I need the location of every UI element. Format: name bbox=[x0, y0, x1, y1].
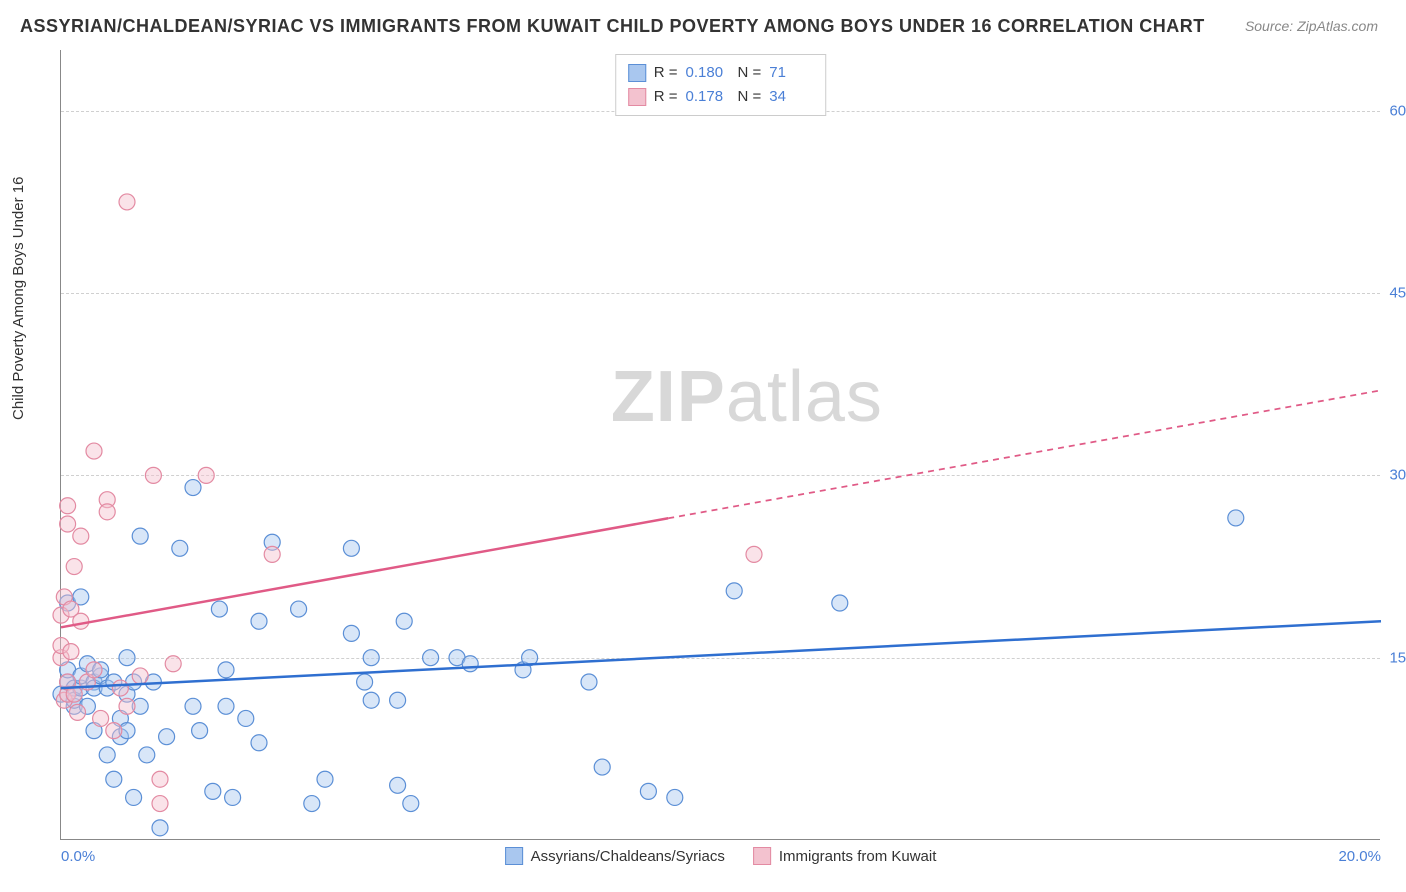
scatter-point bbox=[218, 698, 234, 714]
legend-swatch-0 bbox=[628, 64, 646, 82]
legend-r-value-0: 0.180 bbox=[686, 61, 730, 85]
scatter-point bbox=[390, 777, 406, 793]
legend-item-1: Immigrants from Kuwait bbox=[753, 847, 937, 865]
scatter-point bbox=[640, 783, 656, 799]
scatter-point bbox=[132, 668, 148, 684]
scatter-point bbox=[251, 613, 267, 629]
y-tick-label: 45.0% bbox=[1389, 285, 1406, 302]
scatter-point bbox=[132, 528, 148, 544]
series-legend: Assyrians/Chaldeans/Syriacs Immigrants f… bbox=[505, 847, 937, 865]
scatter-point bbox=[343, 625, 359, 641]
legend-n-value-1: 34 bbox=[769, 85, 813, 109]
legend-n-label: N = bbox=[738, 85, 762, 109]
scatter-point bbox=[172, 540, 188, 556]
legend-r-label: R = bbox=[654, 85, 678, 109]
scatter-point bbox=[357, 674, 373, 690]
legend-n-value-0: 71 bbox=[769, 61, 813, 85]
scatter-point bbox=[112, 680, 128, 696]
scatter-point bbox=[403, 796, 419, 812]
y-tick-label: 30.0% bbox=[1389, 467, 1406, 484]
legend-r-label: R = bbox=[654, 61, 678, 85]
legend-row-series-0: R = 0.180 N = 71 bbox=[628, 61, 814, 85]
scatter-point bbox=[291, 601, 307, 617]
scatter-point bbox=[60, 516, 76, 532]
y-tick-label: 15.0% bbox=[1389, 649, 1406, 666]
scatter-point bbox=[165, 656, 181, 672]
scatter-point bbox=[1228, 510, 1244, 526]
scatter-point bbox=[152, 796, 168, 812]
scatter-point bbox=[363, 650, 379, 666]
scatter-point bbox=[192, 723, 208, 739]
source-label: Source: ZipAtlas.com bbox=[1245, 18, 1378, 34]
scatter-point bbox=[60, 498, 76, 514]
y-tick-label: 60.0% bbox=[1389, 102, 1406, 119]
scatter-point bbox=[185, 480, 201, 496]
legend-swatch-b1 bbox=[753, 847, 771, 865]
scatter-point bbox=[145, 467, 161, 483]
scatter-point bbox=[211, 601, 227, 617]
scatter-point bbox=[152, 820, 168, 836]
scatter-svg-layer bbox=[61, 50, 1380, 839]
scatter-point bbox=[594, 759, 610, 775]
scatter-point bbox=[119, 194, 135, 210]
scatter-point bbox=[126, 789, 142, 805]
legend-swatch-1 bbox=[628, 88, 646, 106]
scatter-point bbox=[106, 771, 122, 787]
scatter-point bbox=[93, 710, 109, 726]
scatter-point bbox=[205, 783, 221, 799]
scatter-point bbox=[66, 559, 82, 575]
scatter-point bbox=[251, 735, 267, 751]
legend-series-name-0: Assyrians/Chaldeans/Syriacs bbox=[531, 848, 725, 865]
scatter-point bbox=[390, 692, 406, 708]
scatter-point bbox=[343, 540, 359, 556]
scatter-point bbox=[106, 723, 122, 739]
y-axis-label: Child Poverty Among Boys Under 16 bbox=[10, 177, 27, 420]
scatter-point bbox=[462, 656, 478, 672]
scatter-point bbox=[73, 613, 89, 629]
legend-item-0: Assyrians/Chaldeans/Syriacs bbox=[505, 847, 725, 865]
scatter-point bbox=[832, 595, 848, 611]
plot-area: ZIPatlas 15.0%30.0%45.0%60.0% R = 0.180 … bbox=[60, 50, 1380, 840]
trendline-solid bbox=[61, 621, 1381, 688]
correlation-legend: R = 0.180 N = 71 R = 0.178 N = 34 bbox=[615, 54, 827, 116]
scatter-point bbox=[99, 747, 115, 763]
scatter-point bbox=[198, 467, 214, 483]
scatter-point bbox=[238, 710, 254, 726]
scatter-point bbox=[185, 698, 201, 714]
legend-row-series-1: R = 0.178 N = 34 bbox=[628, 85, 814, 109]
scatter-point bbox=[119, 650, 135, 666]
x-tick-label: 0.0% bbox=[61, 848, 95, 865]
scatter-point bbox=[396, 613, 412, 629]
scatter-point bbox=[423, 650, 439, 666]
scatter-point bbox=[86, 662, 102, 678]
scatter-point bbox=[63, 644, 79, 660]
scatter-point bbox=[152, 771, 168, 787]
trendline-solid bbox=[61, 518, 668, 627]
scatter-point bbox=[317, 771, 333, 787]
legend-swatch-b0 bbox=[505, 847, 523, 865]
chart-title: ASSYRIAN/CHALDEAN/SYRIAC VS IMMIGRANTS F… bbox=[20, 16, 1205, 37]
scatter-point bbox=[264, 546, 280, 562]
scatter-point bbox=[363, 692, 379, 708]
scatter-point bbox=[218, 662, 234, 678]
scatter-point bbox=[726, 583, 742, 599]
scatter-point bbox=[99, 504, 115, 520]
scatter-point bbox=[667, 789, 683, 805]
scatter-point bbox=[70, 704, 86, 720]
legend-n-label: N = bbox=[738, 61, 762, 85]
scatter-point bbox=[73, 528, 89, 544]
scatter-point bbox=[746, 546, 762, 562]
scatter-point bbox=[225, 789, 241, 805]
legend-series-name-1: Immigrants from Kuwait bbox=[779, 848, 937, 865]
x-tick-label: 20.0% bbox=[1338, 848, 1381, 865]
scatter-point bbox=[119, 698, 135, 714]
scatter-point bbox=[139, 747, 155, 763]
scatter-point bbox=[159, 729, 175, 745]
scatter-point bbox=[581, 674, 597, 690]
scatter-point bbox=[304, 796, 320, 812]
scatter-point bbox=[86, 443, 102, 459]
trendline-dashed bbox=[668, 390, 1381, 518]
legend-r-value-1: 0.178 bbox=[686, 85, 730, 109]
